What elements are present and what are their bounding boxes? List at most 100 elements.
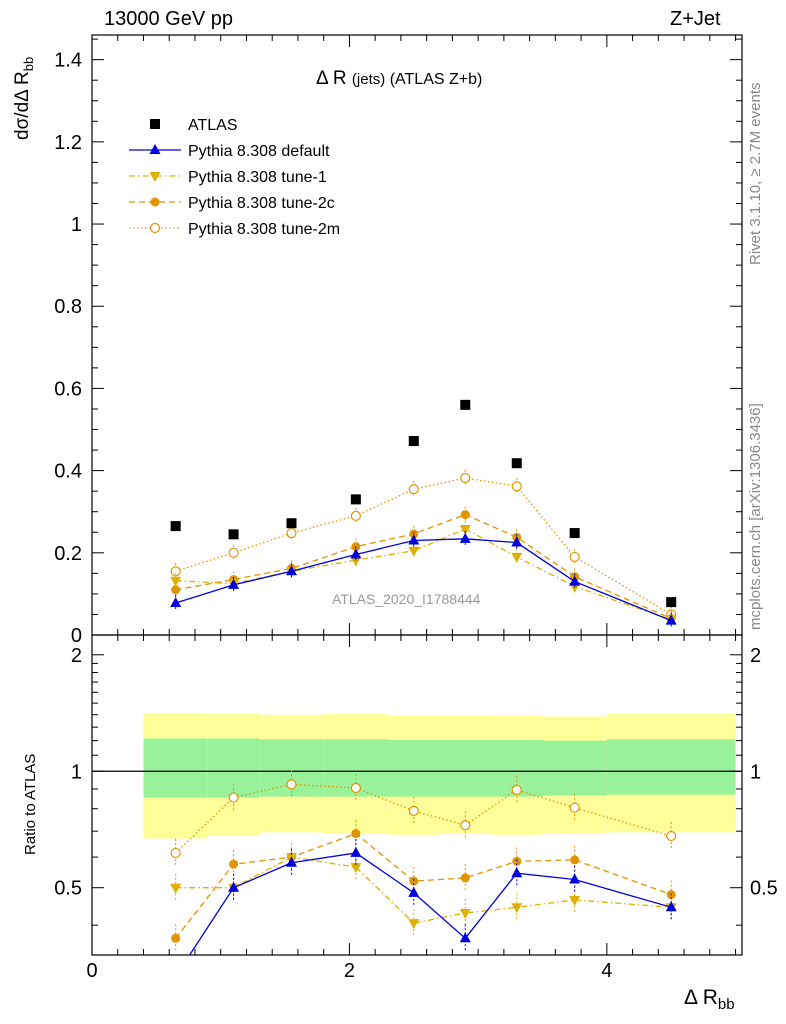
series-pythia-8-308-tune-1-ratio-marker [350, 863, 362, 874]
ratio-tick-label-right: 2 [750, 645, 761, 667]
series-pythia-8-308-default-ratio-marker [350, 846, 362, 857]
ratio-band-inner [388, 739, 440, 797]
ratio-tick-label-right: 0.5 [750, 878, 778, 900]
series-pythia-8-308-tune-1-ratio-point [350, 863, 362, 874]
ratio-band-inner [439, 739, 492, 797]
series-pythia-8-308-default-point [569, 575, 581, 586]
ratio-tick-label: 0.5 [54, 878, 82, 900]
ratio-axis-label: Ratio to ATLAS [22, 753, 39, 855]
series-pythia-8-308-default-ratio-point [511, 867, 523, 878]
series-pythia-8-308-tune-2m-ratio-point [286, 779, 297, 790]
series-atlas-point [511, 458, 522, 469]
series-atlas-point [350, 494, 361, 505]
series-pythia-8-308-default-point [170, 596, 182, 607]
series-pythia-8-308-tune-2m-point [511, 481, 522, 492]
series-atlas-point [170, 521, 181, 532]
legend-pythia-8-308-tune-2m-marker [149, 222, 161, 234]
legend-pythia-8-308-tune-2c-marker [150, 197, 160, 207]
series-pythia-8-308-tune-2c-ratio-point [512, 856, 522, 866]
y-tick-label: 0.2 [54, 543, 82, 565]
series-pythia-8-308-tune-2m-ratio-marker [569, 802, 580, 813]
series-pythia-8-308-tune-2c-ratio-marker [570, 855, 580, 865]
ratio-tick-label: 1 [71, 761, 82, 783]
ratio-tick-label: 2 [71, 645, 82, 667]
series-pythia-8-308-default-point [228, 578, 240, 589]
series-pythia-8-308-tune-1-ratio-point [170, 883, 182, 894]
series-pythia-8-308-tune-2m-point [460, 472, 471, 484]
legend-pythia-8-308-default-marker [149, 144, 161, 154]
y-tick-label: 1.4 [54, 50, 82, 72]
legend-pythia-8-308-tune-1-marker [149, 172, 161, 182]
series-pythia-8-308-tune-2c-point [460, 510, 470, 520]
y-axis-label: dσ/dΔ Rbb [12, 57, 36, 140]
series-pythia-8-308-tune-1-point [459, 524, 471, 535]
series-pythia-8-308-default-ratio-marker [228, 881, 240, 892]
series-pythia-8-308-tune-2m-ratio-marker [511, 784, 522, 795]
series-pythia-8-308-tune-1-ratio-point [408, 919, 420, 930]
series-pythia-8-308-default-point [459, 532, 471, 543]
ratio-curves [170, 770, 677, 980]
series-pythia-8-308-tune-2m-ratio-point [460, 820, 471, 831]
x-axis-label: Δ Rbb [684, 986, 735, 1013]
series-pythia-8-308-tune-1-ratio-point [511, 903, 523, 914]
legend-atlas-label: ATLAS [188, 117, 238, 134]
series-pythia-8-308-tune-2m-ratio-marker [460, 820, 471, 831]
series-pythia-8-308-tune-2m-point [408, 484, 419, 495]
series-pythia-8-308-tune-2m-point [350, 510, 361, 521]
series-pythia-8-308-tune-2m-point [569, 551, 580, 563]
series-pythia-8-308-tune-1-point [170, 576, 182, 587]
series-pythia-8-308-tune-2m-ratio-marker [228, 792, 239, 803]
series-pythia-8-308-default-ratio-point [228, 881, 240, 892]
ratio-tick-label-right: 1 [750, 761, 761, 783]
y-tick-label: 0.8 [54, 296, 82, 318]
series-pythia-8-308-default-point [350, 548, 362, 559]
series-pythia-8-308-default-point [665, 614, 677, 625]
series-pythia-8-308-tune-2c-ratio-point [351, 829, 361, 839]
series-atlas-point [408, 436, 419, 447]
series-pythia-8-308-tune-2m-ratio-point [569, 802, 580, 813]
series-pythia-8-308-default-ratio-marker [286, 856, 298, 867]
series-pythia-8-308-tune-1-ratio-marker [511, 903, 523, 914]
series-pythia-8-308-default-ratio-line [188, 852, 672, 955]
series-pythia-8-308-tune-2m-ratio-point [170, 847, 181, 859]
series-pythia-8-308-default-point [511, 536, 523, 547]
header-right: Z+Jet [670, 8, 721, 30]
series-pythia-8-308-tune-1-ratio-line [175, 856, 672, 924]
series-pythia-8-308-tune-2c-ratio-marker [351, 829, 361, 839]
series-pythia-8-308-tune-1-ratio-marker [170, 883, 182, 894]
series-pythia-8-308-tune-2m-ratio-marker [350, 782, 361, 794]
series-atlas-point [460, 399, 471, 410]
series-pythia-8-308-tune-2m-ratio-point [408, 805, 419, 816]
ratio-band-inner [143, 738, 208, 798]
y-tick-label: 1 [71, 214, 82, 236]
series-pythia-8-308-tune-2m-ratio-point [511, 784, 522, 795]
series-atlas-point [666, 597, 677, 608]
y-tick-label: 0 [71, 625, 82, 647]
legend-atlas-marker [150, 119, 160, 129]
series-pythia-8-308-default-ratio-marker [511, 867, 523, 878]
series-pythia-8-308-tune-1-point [350, 556, 362, 567]
series-pythia-8-308-default-point [408, 534, 420, 545]
series-pythia-8-308-default-ratio-marker [170, 970, 181, 980]
series-pythia-8-308-default-ratio-point [569, 873, 581, 884]
rivet-label: Rivet 3.1.10, ≥ 2.7M events [747, 82, 764, 266]
series-pythia-8-308-tune-2m-point [286, 527, 297, 539]
series-pythia-8-308-tune-2m-point [170, 566, 181, 577]
series-pythia-8-308-tune-2c-ratio-point [570, 855, 580, 865]
series-pythia-8-308-tune-2m-point [228, 547, 239, 558]
series-pythia-8-308-tune-2c-ratio-point [229, 859, 239, 869]
series-pythia-8-308-default-ratio-point [286, 856, 298, 867]
series-pythia-8-308-tune-1-line [175, 528, 672, 621]
series-pythia-8-308-tune-2c-ratio-marker [460, 873, 470, 883]
mcplots-label: mcplots.cern.ch [arXiv:1306.3436] [747, 403, 764, 630]
y-tick-label: 1.2 [54, 132, 82, 154]
series-pythia-8-308-tune-2m-ratio-marker [286, 779, 297, 790]
series-pythia-8-308-tune-2m-ratio-marker [408, 805, 419, 816]
x-tick-label: 0 [86, 960, 97, 982]
series-pythia-8-308-tune-2m-ratio-point [228, 792, 239, 803]
series-pythia-8-308-tune-2m-ratio-point [350, 782, 361, 794]
series-atlas-point [228, 529, 239, 540]
series-pythia-8-308-tune-2c-ratio-marker [409, 876, 419, 886]
watermark: ATLAS_2020_I1788444 [332, 591, 481, 607]
series-pythia-8-308-tune-2m-ratio-marker [170, 847, 181, 859]
